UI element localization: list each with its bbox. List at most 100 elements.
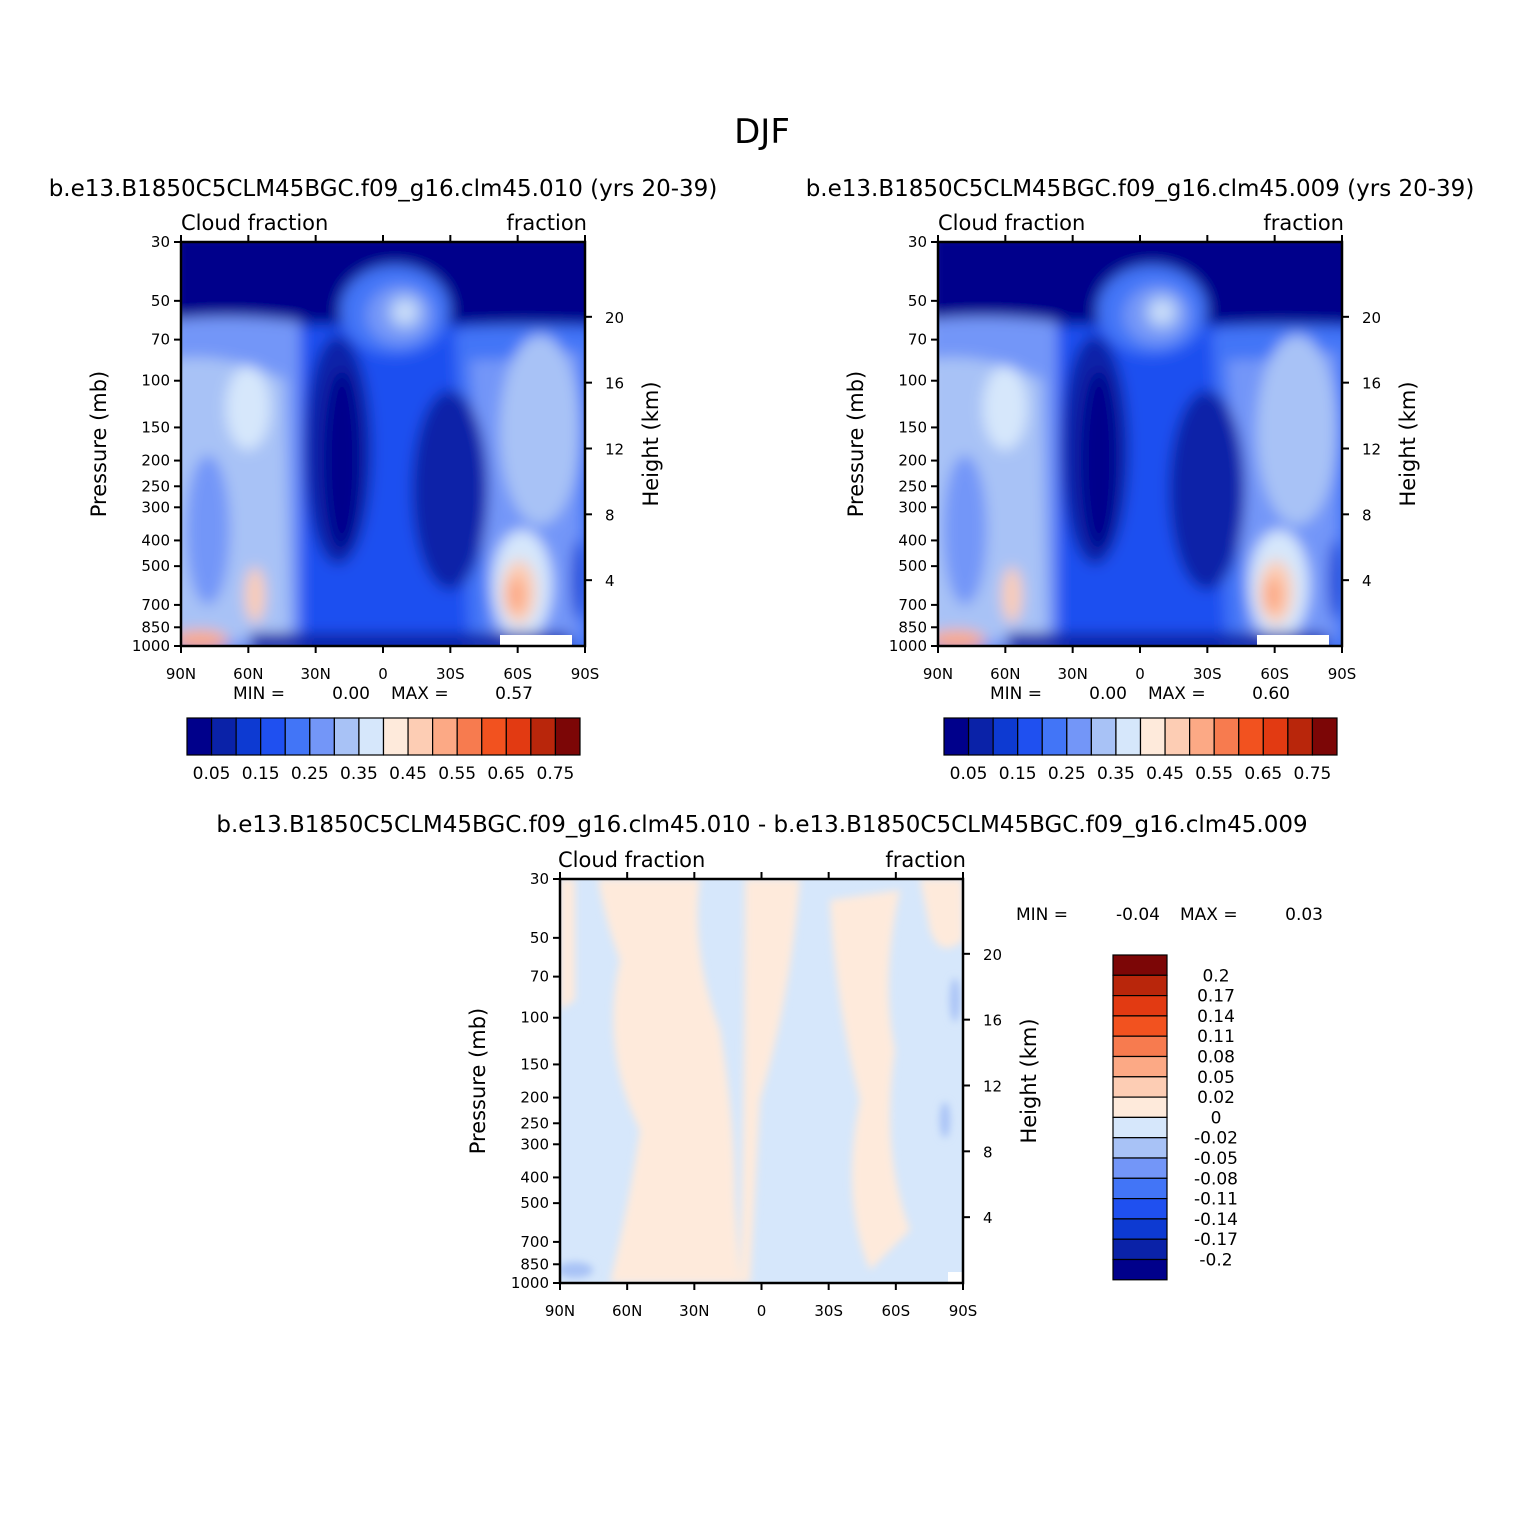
panel1-colorbar-swatch <box>407 717 434 756</box>
panel2-right-label: fraction <box>1263 211 1344 235</box>
panel3-colorbar-label: -0.05 <box>1194 1149 1238 1169</box>
panel2-colorbar-swatch <box>1066 717 1092 756</box>
panel1-colorbar-label: 0.75 <box>537 764 575 784</box>
panel3-y2-tick-label: 20 <box>983 946 1002 964</box>
panel2-x-tick-label: 30S <box>1193 665 1222 683</box>
panel1-colorbar-swatch <box>333 717 360 756</box>
panel1-y2-axis-label: Height (km) <box>639 381 663 506</box>
panel3-y2-axis-label: Height (km) <box>1017 1018 1041 1143</box>
panel2-colorbar-label: 0.45 <box>1146 764 1184 784</box>
panel3-y-tick-label: 30 <box>530 870 549 888</box>
panel1-axes: 305070100150200250300400500700850100090N… <box>132 233 624 683</box>
panel2-y-tick-label: 150 <box>898 418 927 436</box>
panel3-colorbar-swatch <box>1112 1055 1168 1078</box>
panel2-x-tick-label: 90N <box>923 665 953 683</box>
panel1-x-tick-label: 30N <box>301 665 331 683</box>
panel3-x-tick-label: 90N <box>545 1302 575 1320</box>
panel1-colorbar: 0.05 0.15 0.25 0.35 0.45 0.55 0.65 0.75 <box>186 717 581 784</box>
panel3-colorbar-swatch <box>1112 1258 1168 1281</box>
panel3-colorbar-label: -0.2 <box>1199 1251 1232 1271</box>
panel3-colorbar-label: 0.11 <box>1197 1027 1235 1047</box>
panel1-y2-tick-label: 20 <box>605 309 624 327</box>
panel2-colorbar-swatch <box>1164 717 1191 756</box>
panel1-y2-tick-label: 4 <box>605 572 615 590</box>
panel2-y-axis-label: Pressure (mb) <box>844 371 868 518</box>
panel2-x-tick-label: 60N <box>990 665 1020 683</box>
panel1-y-tick-label: 1000 <box>132 637 170 655</box>
panel3-y2-tick-label: 12 <box>983 1077 1002 1095</box>
panel1-y-tick-label: 30 <box>151 233 170 251</box>
panel2-y2-tick-label: 16 <box>1362 375 1381 393</box>
panel2-y-tick-label: 200 <box>898 452 927 470</box>
panel3-colorbar-label: 0.05 <box>1197 1068 1235 1088</box>
figure-title: DJF <box>734 112 790 152</box>
panel3-colorbar-swatch <box>1112 1197 1168 1220</box>
panel1-colorbar-swatch <box>186 717 213 756</box>
panel2-y2-axis-label: Height (km) <box>1396 381 1420 506</box>
panel2-colorbar-swatch <box>1213 717 1240 756</box>
panel1-colorbar-swatch <box>505 717 532 756</box>
panel3-colorbar-swatch <box>1112 994 1168 1017</box>
panel1-colorbar-swatch <box>260 717 286 756</box>
panel1-y-tick-label: 150 <box>141 418 170 436</box>
panel2-x-tick-label: 30N <box>1058 665 1088 683</box>
panel1-max-label: MAX = <box>391 684 449 704</box>
panel3-y-tick-label: 1000 <box>511 1274 549 1292</box>
panel2-colorbar: 0.05 0.15 0.25 0.35 0.45 0.55 0.65 0.75 <box>943 717 1338 784</box>
panel1-x-tick-label: 90S <box>571 665 600 683</box>
panel1-y-tick-label: 50 <box>151 292 170 310</box>
panel1-y-tick-label: 400 <box>141 531 170 549</box>
panel1-min-label: MIN = <box>233 684 285 704</box>
panel3-colorbar-label: 0.17 <box>1197 987 1235 1007</box>
panel1-colorbar-label: 0.05 <box>193 764 231 784</box>
panel2-x-tick-label: 0 <box>1135 665 1145 683</box>
panel1-y2-tick-label: 16 <box>605 375 624 393</box>
panel1-y-tick-label: 500 <box>141 557 170 575</box>
panel1-y-axis-label: Pressure (mb) <box>87 371 111 518</box>
panel2-subtitle: b.e13.B1850C5CLM45BGC.f09_g16.clm45.009 … <box>806 176 1475 202</box>
panel2-y-tick-label: 250 <box>898 477 927 495</box>
panel1-colorbar-swatch <box>382 717 409 756</box>
panel3-colorbar-swatch <box>1112 1157 1168 1179</box>
axes-layer: 305070100150200250300400500700850100090N… <box>132 233 1381 1320</box>
panel2-field <box>938 242 1342 646</box>
panel3-axes: 305070100150200250300400500700850100090N… <box>511 870 1002 1320</box>
panel2-colorbar-label: 0.25 <box>1048 764 1086 784</box>
diff-title: b.e13.B1850C5CLM45BGC.f09_g16.clm45.010 … <box>216 812 1307 838</box>
panel1-y2-tick-label: 12 <box>605 440 624 458</box>
panel3-x-tick-label: 30S <box>814 1302 843 1320</box>
panel3-colorbar-swatch <box>1112 1096 1168 1118</box>
panel1-x-tick-label: 30S <box>436 665 465 683</box>
panel2-y2-tick-label: 12 <box>1362 440 1381 458</box>
panel2-x-tick-label: 90S <box>1328 665 1357 683</box>
panel2-colorbar-label: 0.05 <box>950 764 988 784</box>
panel3-colorbar-label: -0.11 <box>1194 1190 1238 1210</box>
panel2-y2-tick-label: 20 <box>1362 309 1381 327</box>
panel2-colorbar-swatch <box>1287 717 1314 756</box>
panel1-colorbar-label: 0.65 <box>487 764 525 784</box>
panel3-colorbar-swatch <box>1112 1177 1168 1200</box>
panel1-colorbar-swatch <box>481 717 507 756</box>
panel1-colorbar-swatch <box>530 717 557 756</box>
panel2-y-tick-label: 300 <box>898 498 927 516</box>
panel2-colorbar-label: 0.35 <box>1097 764 1135 784</box>
panel1-y-tick-label: 100 <box>141 372 170 390</box>
panel2-y-tick-label: 50 <box>908 292 927 310</box>
panel2-y-tick-label: 850 <box>898 618 927 636</box>
panel2-y2-tick-label: 4 <box>1362 572 1372 590</box>
panel3-colorbar-label: 0.2 <box>1202 966 1229 986</box>
panel1-colorbar-label: 0.25 <box>291 764 329 784</box>
panel1-colorbar-swatch <box>456 717 483 756</box>
panel2-colorbar-swatch <box>1189 717 1215 756</box>
panel3-right-label: fraction <box>885 848 966 872</box>
panel3-colorbar-swatch <box>1112 1238 1168 1261</box>
panel2-y-tick-label: 100 <box>898 372 927 390</box>
panel3-colorbar-swatch <box>1112 1137 1168 1159</box>
panel1-left-label: Cloud fraction <box>181 211 328 235</box>
panel1-colorbar-swatch <box>358 717 385 756</box>
panel3-y-tick-label: 850 <box>520 1255 549 1273</box>
panel1-y-tick-label: 300 <box>141 498 170 516</box>
panel3-y-tick-label: 700 <box>520 1233 549 1251</box>
panel3-colorbar-label: 0 <box>1211 1108 1222 1128</box>
panel2-colorbar-swatch <box>1041 717 1068 756</box>
